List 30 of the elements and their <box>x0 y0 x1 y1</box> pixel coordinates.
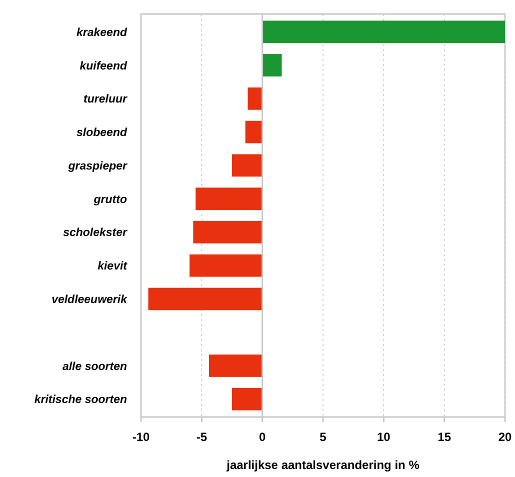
bar <box>245 120 262 144</box>
bar <box>196 188 262 210</box>
bar <box>232 388 262 410</box>
x-tick-label: -5 <box>196 430 208 444</box>
y-tick-label: slobeend <box>76 127 128 140</box>
y-tick-label: veldleeuwerik <box>52 294 128 306</box>
y-tick-label: grutto <box>92 194 127 206</box>
x-tick-label: 10 <box>376 430 391 444</box>
x-tick-label: 5 <box>320 430 327 444</box>
x-tick-label: 20 <box>498 430 512 444</box>
x-tick-label: 15 <box>438 430 452 444</box>
bar <box>262 20 505 44</box>
y-tick-label: krakeend <box>76 26 128 39</box>
y-tick-label: alle soorten <box>62 360 127 373</box>
bar <box>262 54 282 76</box>
y-tick-label: graspieper <box>67 160 128 172</box>
x-tick-label: -10 <box>132 430 150 444</box>
y-tick-label: kievit <box>98 260 128 273</box>
y-tick-label: kritische soorten <box>34 394 127 406</box>
y-tick-label: scholekster <box>63 227 128 240</box>
x-tick-label: 0 <box>258 430 266 444</box>
y-tick-label: tureluur <box>84 94 128 106</box>
x-axis-title: jaarlijkse aantalsverandering in % <box>226 458 420 472</box>
bar <box>193 221 262 244</box>
y-tick-label: kuifeend <box>80 60 128 72</box>
bar <box>232 154 262 177</box>
bar <box>148 288 262 310</box>
bar <box>190 254 262 277</box>
bar <box>248 87 262 110</box>
bar <box>208 354 262 377</box>
